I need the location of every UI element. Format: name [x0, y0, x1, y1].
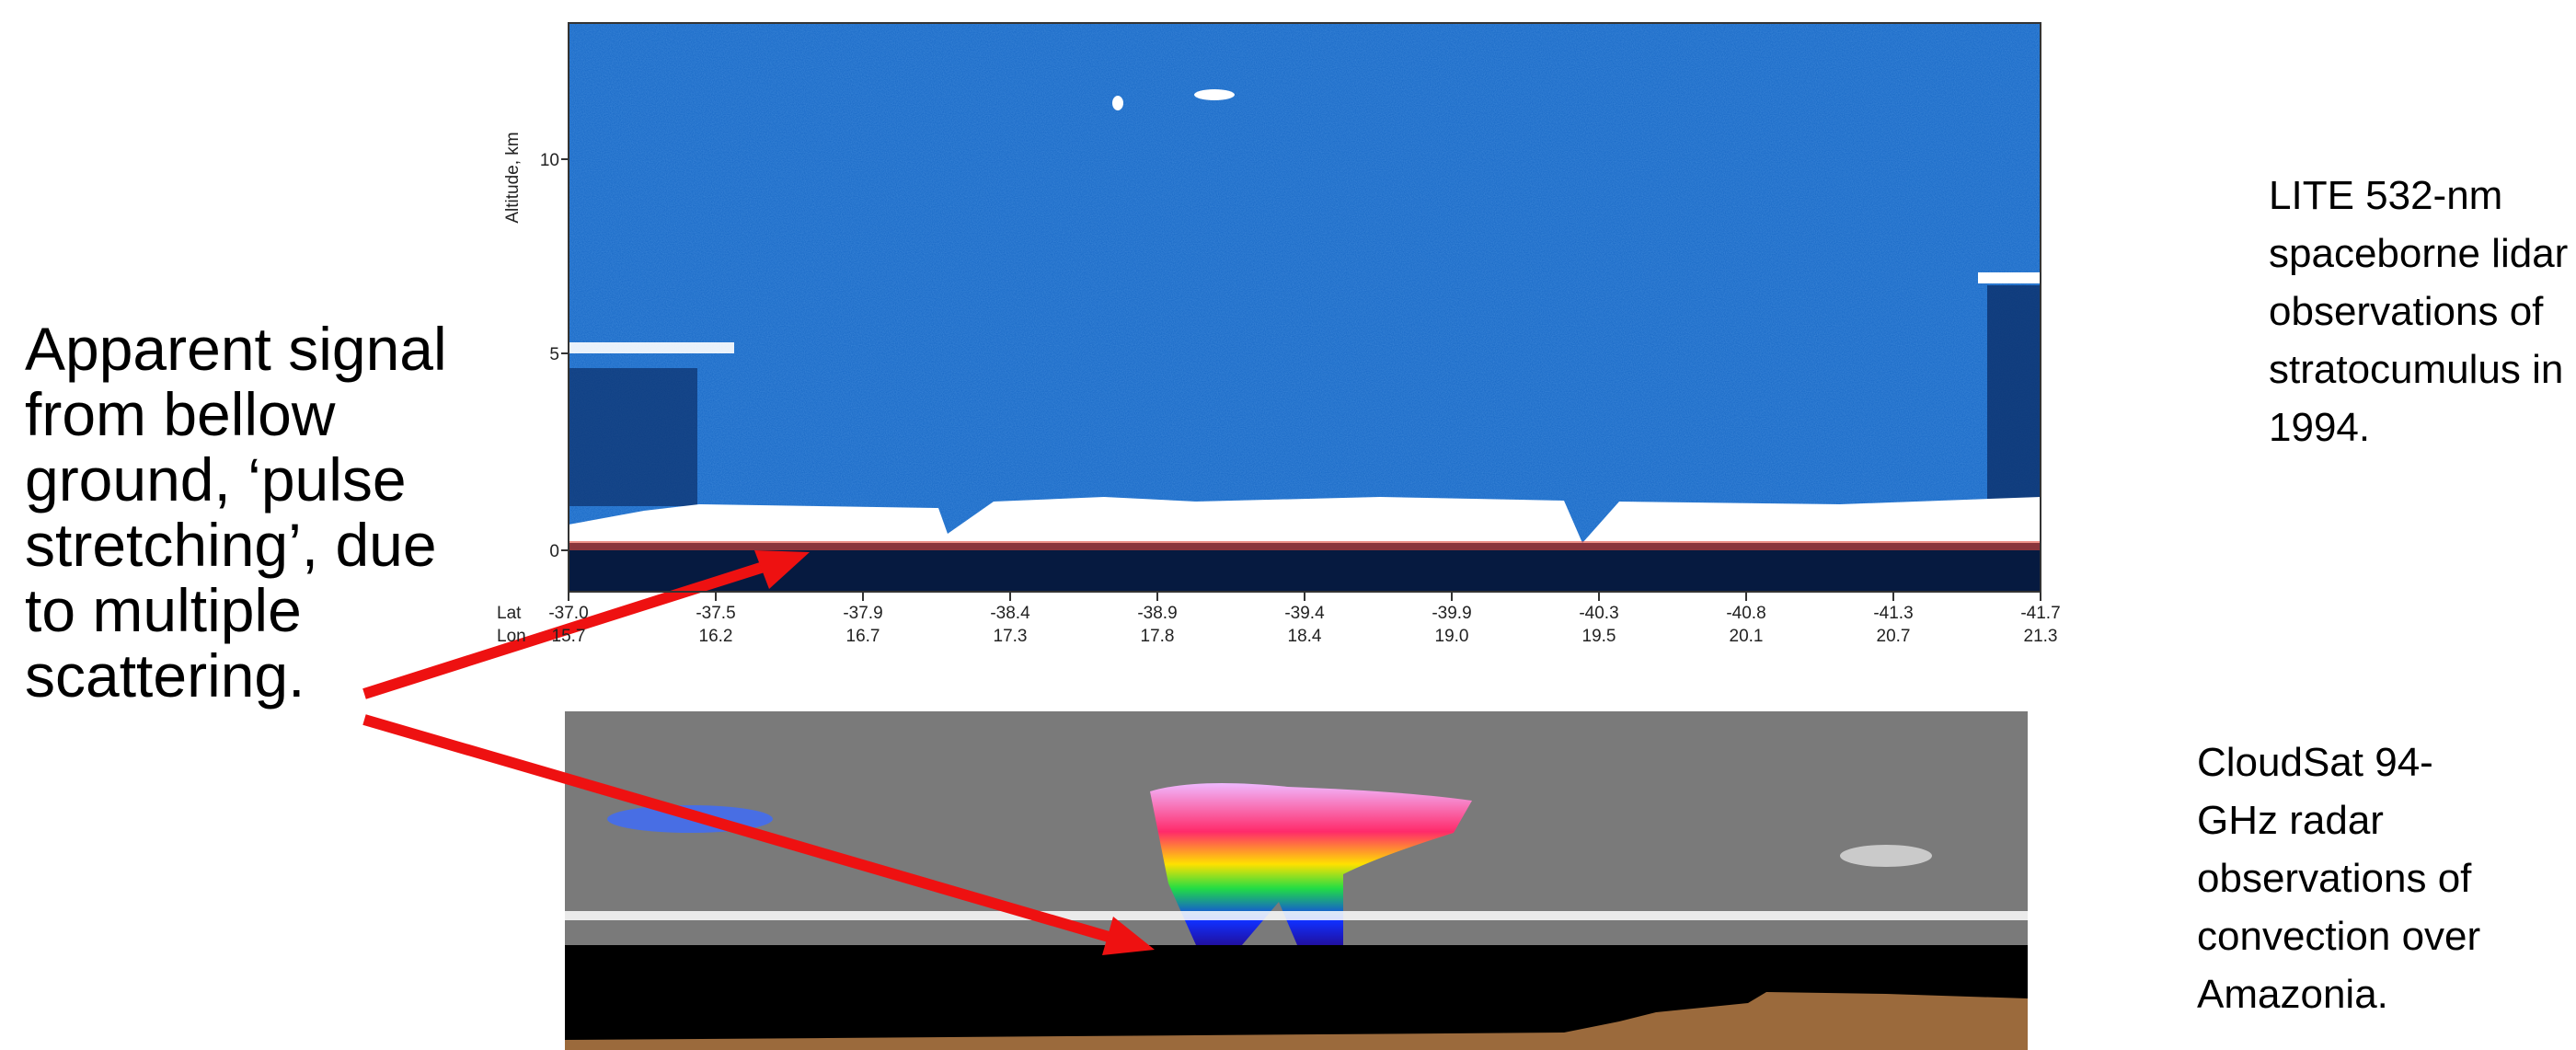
y-axis-label: Altitude, km: [503, 132, 523, 223]
caption-line: Amazonia.: [2197, 972, 2388, 1017]
caption-line: observations of: [2269, 289, 2544, 334]
y-tick-label: 5: [549, 345, 559, 364]
lon-tick-label: 21.3: [2024, 627, 2058, 646]
arrows: [362, 550, 1155, 955]
annotation-line: ground, ‘pulse: [25, 445, 407, 513]
annotation-line: stretching’, due: [25, 511, 437, 579]
lat-tick-label: -39.9: [1432, 604, 1471, 623]
lat-label: Lat: [497, 604, 522, 623]
lat-tick-label: -40.3: [1579, 604, 1618, 623]
y-tick-label: 10: [540, 151, 559, 170]
lon-tick-label: 20.7: [1877, 627, 1911, 646]
lon-tick-label: 20.1: [1730, 627, 1764, 646]
lon-tick-label: 19.5: [1582, 627, 1616, 646]
annotation-line: to multiple: [25, 576, 302, 644]
lat-tick-label: -41.3: [1873, 604, 1913, 623]
caption-line: stratocumulus in: [2269, 347, 2563, 392]
lon-label: Lon: [497, 627, 526, 646]
lat-tick-label: -37.0: [548, 604, 588, 623]
arrow: [362, 561, 765, 699]
arrowhead: [754, 550, 810, 589]
lat-tick-label: -37.5: [696, 604, 735, 623]
lon-tick-label: 16.2: [699, 627, 733, 646]
lon-tick-label: 18.4: [1288, 627, 1322, 646]
lat-tick-label: -37.9: [843, 604, 882, 623]
lidar-image: [569, 23, 2041, 592]
lon-tick-label: 17.8: [1141, 627, 1175, 646]
arrow: [362, 714, 1110, 942]
lat-tick-label: -40.8: [1726, 604, 1765, 623]
lidar-axes: Altitude, km 0 5 10 Lat Lon -37.0 15.7 -37.5 16.2…: [497, 22, 2061, 646]
lat-tick-label: -38.4: [990, 604, 1030, 623]
caption-line: CloudSat 94-: [2197, 740, 2433, 785]
annotation-line: Apparent signal: [25, 315, 447, 383]
arrowhead: [1102, 917, 1155, 955]
lon-tick-label: 15.7: [552, 627, 586, 646]
annotation-line: scattering.: [25, 641, 305, 710]
radar-image: [565, 711, 2028, 1050]
lon-tick-label: 19.0: [1435, 627, 1469, 646]
caption-line: LITE 532-nm: [2269, 173, 2502, 218]
y-tick-label: 0: [549, 542, 559, 561]
caption-line: observations of: [2197, 856, 2472, 901]
lon-tick-label: 17.3: [994, 627, 1028, 646]
caption-line: GHz radar: [2197, 798, 2384, 843]
annotation-line: from bellow: [25, 380, 336, 448]
lon-tick-label: 16.7: [846, 627, 880, 646]
lat-tick-label: -39.4: [1284, 604, 1325, 623]
caption-line: convection over: [2197, 914, 2480, 959]
lat-tick-label: -38.9: [1137, 604, 1177, 623]
lat-tick-label: -41.7: [2020, 604, 2060, 623]
caption-line: 1994.: [2269, 405, 2370, 450]
caption-line: spaceborne lidar: [2269, 231, 2568, 276]
